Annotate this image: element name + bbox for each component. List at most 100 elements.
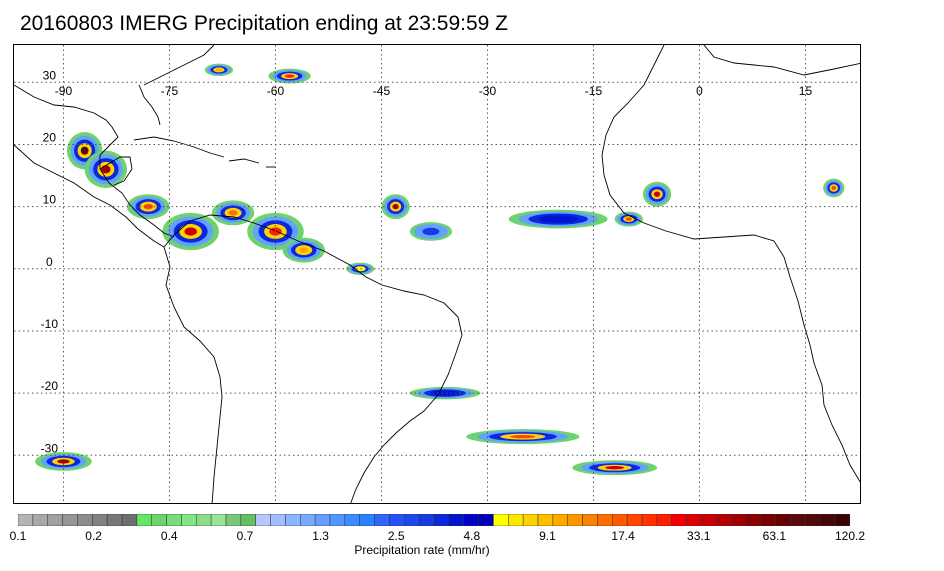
colorbar-swatch-38: [582, 514, 598, 526]
coastline-africa: [601, 45, 860, 483]
coastline-yucatan: [99, 156, 133, 186]
coastlines: [14, 45, 860, 503]
colorbar-swatch-46: [701, 514, 717, 526]
colorbar-title: Precipitation rate (mm/hr): [354, 543, 490, 557]
precipitation-map[interactable]: -90 -75 -60 -45 -30 -15 0 15 30 20 10 0 -10 -20 -30: [14, 45, 861, 504]
colorbar-tick-label-3: 0.7: [236, 529, 254, 543]
colorbar-swatch-22: [344, 514, 360, 526]
colorbar-swatch-31: [478, 514, 494, 526]
colorbar-swatch-25: [389, 514, 405, 526]
colorbar-swatch-34: [522, 514, 539, 526]
colorbar-swatch-48: [730, 514, 747, 526]
coastline-iberia: [703, 45, 860, 76]
colorbar-tick-label-11: 120.2: [834, 529, 866, 543]
precip-cell-18-4: [605, 466, 624, 470]
coastline-florida: [138, 84, 161, 126]
colorbar-swatch-18: [285, 514, 301, 526]
lon-label-4: -30: [479, 84, 497, 98]
precip-cell-3-4: [184, 227, 197, 236]
lon-label-3: -45: [373, 84, 391, 98]
colorbar-swatch-21: [329, 514, 346, 526]
precip-cell-1-4: [101, 165, 111, 174]
precip-cell-13-4: [831, 185, 837, 191]
colorbar-swatch-15: [240, 514, 256, 526]
colorbar-swatch-23: [359, 514, 375, 526]
colorbar-tick-label-10: 63.1: [762, 529, 787, 543]
lat-label-0: 30: [43, 68, 57, 82]
colorbar-swatch-55: [834, 514, 850, 526]
coastline-central-america-pacific: [14, 144, 165, 248]
colorbar-swatch-7: [121, 514, 138, 526]
precip-cell-19-4: [437, 391, 453, 395]
coastline-cuba: [133, 136, 225, 158]
lat-label-2: 10: [43, 193, 57, 207]
colorbar-swatch-39: [597, 514, 613, 526]
colorbar-swatch-19: [300, 514, 316, 526]
colorbar-swatch-47: [716, 514, 732, 526]
colorbar-swatch-20: [314, 514, 331, 526]
precip-cell-8-4: [392, 203, 399, 210]
precip-cell-4-4: [228, 210, 238, 216]
colorbar-swatch-50: [760, 514, 776, 526]
colorbar-tick-label-9: 33.1: [687, 529, 711, 543]
colorbar-swatch-36: [552, 514, 568, 526]
colorbar-swatch-13: [210, 514, 227, 526]
precip-cell-7-4: [357, 267, 364, 271]
colorbar: [18, 514, 850, 526]
colorbar-swatch-14: [225, 514, 242, 526]
lat-label-4: -10: [41, 317, 59, 331]
lat-label-3: 0: [46, 255, 53, 269]
colorbar-swatch-33: [508, 514, 524, 526]
colorbar-swatch-27: [418, 514, 435, 526]
colorbar-swatch-3: [62, 514, 78, 526]
coastline-central-america: [14, 84, 175, 238]
colorbar-swatch-54: [820, 514, 836, 526]
precipitation-layer: [35, 63, 845, 476]
lon-label-0: -90: [55, 84, 73, 98]
grid-labels: -90 -75 -60 -45 -30 -15 0 15 30 20 10 0 -10 -20 -30: [41, 68, 813, 455]
colorbar-tick-label-5: 2.5: [387, 529, 405, 543]
precip-cell-10-4: [547, 217, 570, 222]
colorbar-swatch-41: [626, 514, 643, 526]
colorbar-swatch-30: [463, 514, 479, 526]
colorbar-swatch-11: [181, 514, 197, 526]
map-title: 20160803 IMERG Precipitation ending at 2…: [20, 12, 508, 35]
precip-cell-12-4: [653, 191, 661, 197]
colorbar-swatch-28: [433, 514, 450, 526]
colorbar-swatch-8: [136, 514, 152, 526]
lat-label-5: -20: [41, 379, 59, 393]
colorbar-swatch-5: [92, 514, 108, 526]
lon-label-2: -60: [267, 84, 285, 98]
colorbar-swatch-10: [166, 514, 182, 526]
colorbar-swatch-32: [493, 514, 509, 526]
precip-cell-17-4: [510, 434, 536, 439]
colorbar-swatch-1: [32, 514, 48, 526]
lat-label-1: 20: [43, 130, 57, 144]
colorbar-swatch-24: [374, 514, 390, 526]
coastline-south-america-west: [163, 246, 223, 503]
colorbar-swatch-44: [671, 514, 687, 526]
colorbar-swatch-26: [404, 514, 420, 526]
colorbar-tick-label-8: 17.4: [611, 529, 635, 543]
colorbar-swatch-43: [656, 514, 672, 526]
precip-cell-14-4: [284, 74, 295, 78]
colorbar-tick-label-2: 0.4: [160, 529, 178, 543]
lon-label-5: -15: [585, 84, 603, 98]
colorbar-swatch-17: [270, 514, 286, 526]
colorbar-swatch-4: [77, 514, 93, 526]
colorbar-swatch-9: [151, 514, 167, 526]
lon-label-7: 15: [799, 84, 813, 98]
colorbar-tick-labels: 0.1 0.2 0.4 0.7 1.3 2.5 4.8 9.1 17.4 33.1 63.1 120.…: [0, 529, 944, 543]
lon-label-6: 0: [696, 84, 703, 98]
precip-cell-15-4: [215, 68, 223, 72]
colorbar-swatch-16: [255, 514, 271, 526]
colorbar-swatch-0: [18, 514, 34, 526]
precip-cell-11-4: [625, 217, 632, 221]
colorbar-swatch-42: [641, 514, 658, 526]
precip-cell-9-4: [426, 229, 436, 234]
colorbar-tick-label-1: 0.2: [85, 529, 102, 543]
map-panel[interactable]: -90 -75 -60 -45 -30 -15 0 15 30 20 10 0 -10 -20 -30: [13, 44, 861, 504]
graticule: [14, 45, 860, 503]
precip-cell-16-4: [57, 459, 70, 464]
colorbar-swatch-29: [448, 514, 464, 526]
